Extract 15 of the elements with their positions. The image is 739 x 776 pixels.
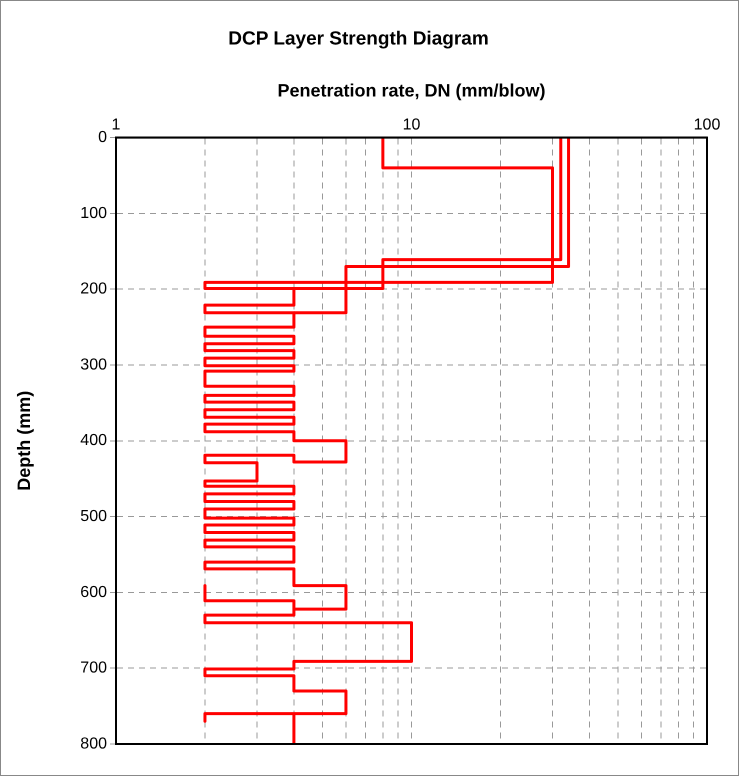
y-axis-title: Depth (mm) bbox=[14, 390, 34, 491]
x-tick-label: 100 bbox=[694, 116, 720, 134]
y-tick-label: 0 bbox=[98, 129, 108, 146]
x-tick-label: 1 bbox=[112, 116, 121, 134]
chart-title: DCP Layer Strength Diagram bbox=[228, 28, 489, 50]
y-tick-label: 800 bbox=[80, 735, 108, 752]
x-axis-title: Penetration rate, DN (mm/blow) bbox=[277, 80, 546, 101]
y-tick-label: 300 bbox=[80, 356, 108, 374]
y-tick-label: 400 bbox=[80, 432, 108, 450]
y-tick-label: 700 bbox=[80, 660, 108, 677]
y-tick-label: 500 bbox=[80, 508, 108, 526]
x-tick-label: 10 bbox=[402, 116, 420, 134]
y-tick-label: 600 bbox=[80, 584, 108, 601]
y-tick-label: 100 bbox=[80, 204, 108, 222]
y-tick-label: 200 bbox=[80, 280, 108, 298]
